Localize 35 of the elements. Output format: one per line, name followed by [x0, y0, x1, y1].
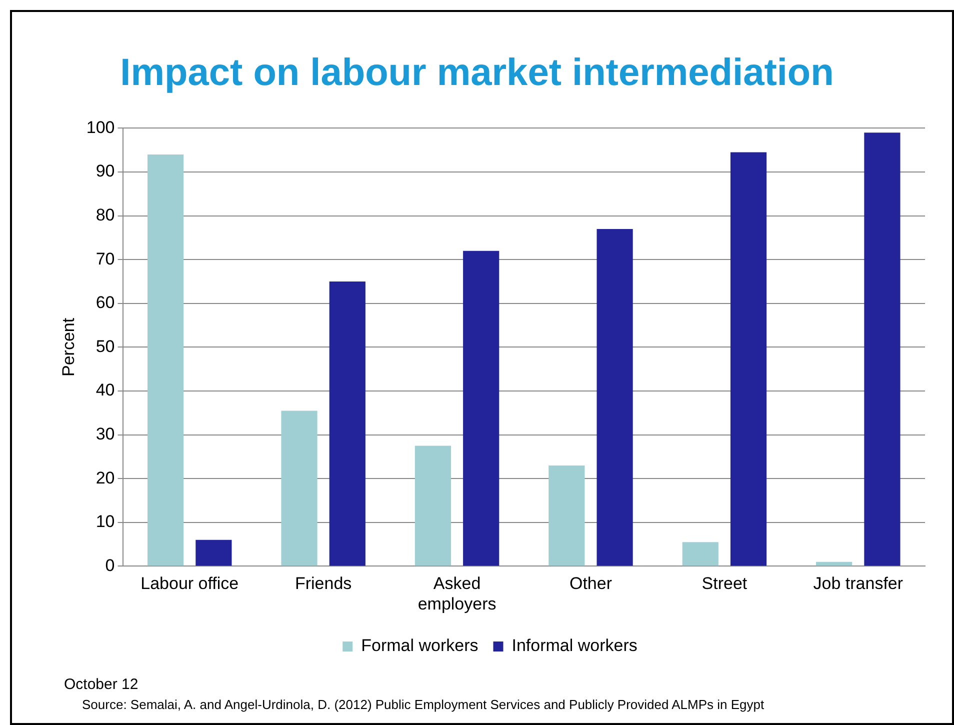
y-tick-label: 30 — [96, 424, 115, 444]
bar — [596, 228, 633, 566]
x-tick-label: Friends — [294, 574, 352, 594]
x-tick-label: Asked employers — [418, 574, 496, 614]
y-tick-label: 20 — [96, 468, 115, 488]
y-tick-label: 50 — [96, 336, 115, 356]
y-tick-label: 60 — [96, 293, 115, 312]
bar — [196, 540, 232, 566]
bar — [864, 132, 900, 566]
bar — [414, 446, 452, 566]
text: October 12 — [64, 676, 138, 693]
bar — [463, 250, 500, 566]
y-tick-label: 40 — [96, 380, 115, 400]
source-note: Source: Semalai, A. and Angel-Urdinola, D. (2012) Public Employment Services and Publicly Provided ALMPs in Egypt — [82, 697, 764, 712]
bar — [281, 410, 318, 566]
bar — [329, 282, 366, 566]
y-tick-label: 70 — [96, 249, 115, 268]
x-tick-label: Labour office — [140, 574, 239, 594]
x-tick-label: Job transfer — [813, 574, 904, 594]
y-tick-label: 0 — [105, 556, 115, 575]
bar — [730, 152, 767, 566]
x-tick-label: Other — [569, 574, 612, 594]
y-axis-title: Percent — [58, 318, 78, 376]
bar — [816, 562, 852, 566]
bar — [148, 154, 184, 566]
y-tick-label: 100 — [86, 118, 115, 137]
y-tick-label: 90 — [96, 162, 115, 181]
chart-title: Impact on labour market intermediation — [119, 52, 835, 95]
bar — [548, 465, 585, 566]
y-tick-label: 80 — [96, 205, 115, 224]
bar — [682, 542, 718, 566]
y-tick-label: 10 — [96, 512, 115, 532]
x-tick-label: Street — [702, 574, 748, 594]
legend-label: Informal workers — [512, 636, 638, 656]
legend-label: Formal workers — [361, 636, 478, 656]
